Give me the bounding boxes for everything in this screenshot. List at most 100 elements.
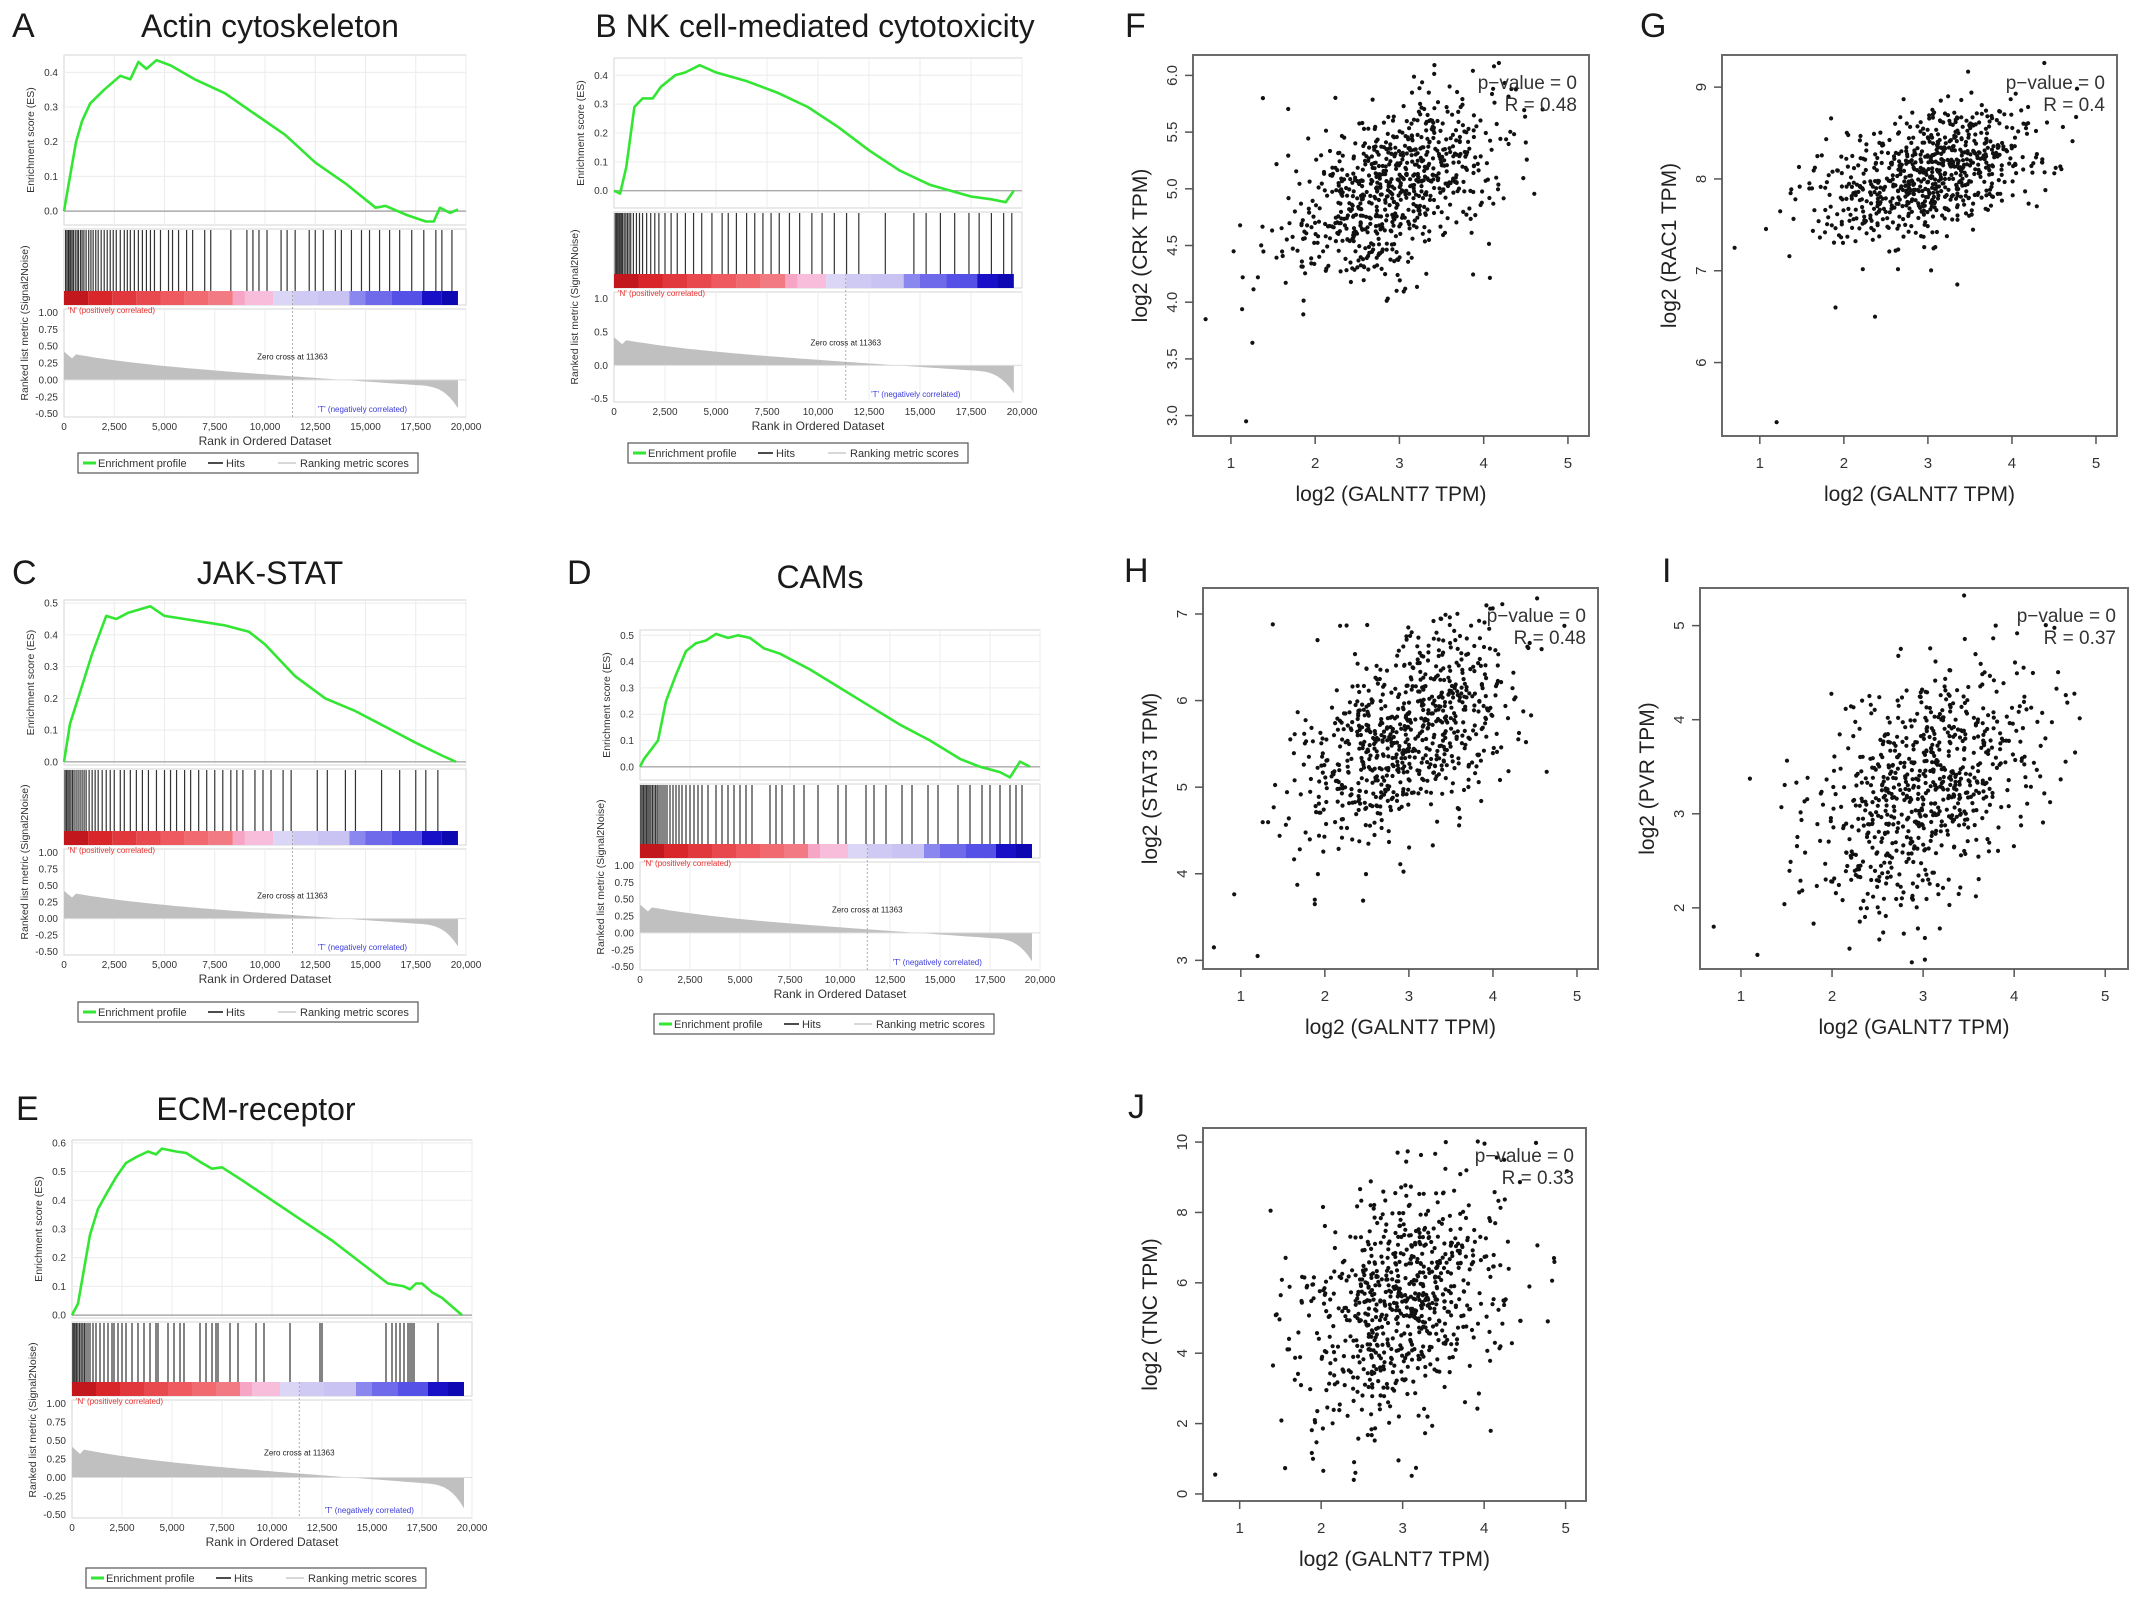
data-point (1312, 897, 1317, 902)
x-tick-label: 10,000 (825, 975, 856, 986)
data-point (1363, 872, 1369, 877)
data-point (1350, 180, 1355, 185)
data-point (1924, 758, 1929, 764)
data-point (1454, 220, 1459, 225)
data-point (1954, 186, 1959, 192)
data-point (1460, 164, 1465, 169)
data-point (1829, 223, 1834, 228)
data-point (1364, 154, 1369, 159)
data-point (1394, 1328, 1399, 1334)
data-point (1396, 1234, 1401, 1239)
data-point (1316, 185, 1321, 190)
data-point (1871, 790, 1876, 795)
data-point (1970, 801, 1975, 806)
y-tick-label: 2 (1671, 904, 1688, 912)
x-tick-label: 3 (1398, 1520, 1406, 1537)
data-point (1448, 181, 1453, 186)
data-point (1930, 214, 1936, 219)
data-point (1412, 755, 1417, 760)
data-point (1533, 1140, 1539, 1145)
data-point (1444, 137, 1449, 142)
data-point (1963, 736, 1968, 741)
legend-ranking-label: Ranking metric scores (300, 458, 409, 470)
data-point (1465, 1303, 1470, 1308)
data-point (1389, 177, 1394, 182)
data-point (1825, 222, 1830, 227)
legend-box (653, 1013, 995, 1035)
data-point (1441, 708, 1446, 713)
data-point (1847, 218, 1852, 223)
data-point (1397, 172, 1402, 177)
data-point (1378, 698, 1383, 704)
data-point (1876, 798, 1881, 803)
data-point (1406, 219, 1411, 224)
data-point (1865, 891, 1870, 896)
data-point (1481, 703, 1486, 709)
data-point (1385, 787, 1391, 792)
data-point (1359, 755, 1364, 761)
x-tick-label: 7,500 (209, 1523, 234, 1534)
data-point (1334, 188, 1339, 193)
data-point (1372, 1438, 1377, 1443)
rank-color-band (324, 1382, 356, 1396)
data-point (1887, 860, 1892, 865)
data-point (1479, 683, 1484, 688)
data-point (1818, 791, 1823, 796)
data-point (1478, 1258, 1483, 1263)
data-point (1906, 213, 1911, 219)
data-point (1294, 169, 1299, 174)
data-point (2043, 736, 2048, 741)
data-point (1407, 1202, 1412, 1207)
data-point (1392, 186, 1397, 191)
data-point (1319, 181, 1324, 186)
data-point (1990, 794, 1995, 800)
panel-letter-g: G (1640, 7, 1666, 45)
y-tick-label: 2 (1174, 1419, 1191, 1427)
data-point (1393, 145, 1398, 150)
data-point (1391, 790, 1396, 795)
data-point (1476, 1391, 1481, 1396)
data-point (1994, 118, 1999, 123)
data-point (1425, 726, 1430, 731)
data-point (1435, 1260, 1440, 1265)
data-point (1552, 1259, 1557, 1264)
data-point (1366, 1384, 1371, 1390)
data-point (1371, 247, 1376, 252)
data-point (1393, 214, 1398, 219)
data-point (1380, 1342, 1385, 1347)
rank-color-band (96, 1382, 120, 1396)
data-point (1375, 263, 1380, 268)
data-point (1366, 253, 1371, 259)
data-point (1448, 645, 1453, 650)
rank-color-band (168, 1382, 192, 1396)
data-point (1905, 817, 1910, 822)
data-point (1389, 1355, 1394, 1360)
data-point (1378, 1240, 1383, 1245)
data-point (1447, 1370, 1452, 1375)
data-point (1950, 193, 1955, 198)
data-point (1476, 752, 1482, 757)
data-point (1396, 694, 1401, 700)
data-point (1381, 1189, 1386, 1194)
data-point (1883, 808, 1888, 813)
data-point (1976, 734, 1981, 739)
data-point (1923, 780, 1928, 786)
data-point (1340, 1271, 1345, 1276)
data-point (1400, 766, 1405, 771)
y-tick-label: 9 (1693, 83, 1710, 91)
data-point (1429, 1239, 1434, 1245)
data-point (1473, 213, 1478, 218)
data-point (1380, 739, 1385, 744)
legend-ranking-label: Ranking metric scores (850, 448, 959, 460)
data-point (1374, 774, 1379, 779)
data-point (1920, 795, 1925, 800)
data-point (1374, 1367, 1379, 1372)
data-point (1916, 820, 1921, 826)
data-point (1928, 838, 1933, 844)
scatter-plot-frame (1721, 54, 2118, 437)
data-point (1527, 1284, 1532, 1289)
data-point (1287, 1347, 1292, 1352)
data-point (1429, 1260, 1434, 1265)
data-point (1411, 209, 1416, 214)
